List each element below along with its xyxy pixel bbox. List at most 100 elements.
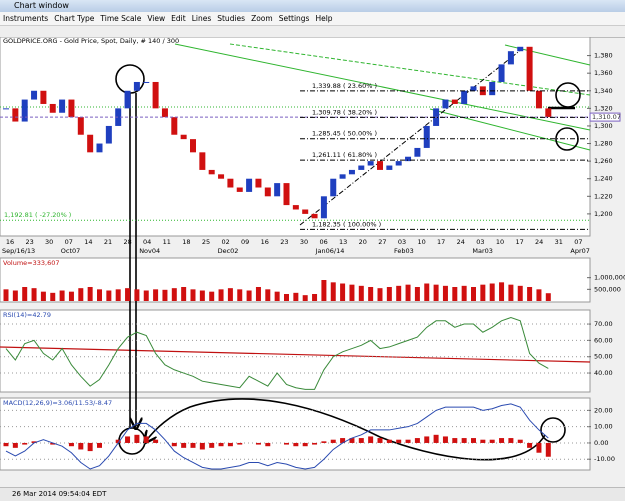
candle [377, 161, 383, 170]
macd-bar [442, 436, 448, 443]
candle [190, 139, 196, 153]
y-tick-label: 70.00 [594, 320, 613, 328]
volume-bar [386, 287, 392, 301]
menu-item[interactable]: Lines [191, 14, 212, 23]
candle [414, 147, 421, 157]
macd-bar [330, 439, 336, 443]
candle [264, 187, 271, 197]
volume-bar [452, 287, 458, 301]
menu-bar: Instruments Chart Type Time Scale View Edit L… [0, 12, 625, 26]
macd-bar [433, 434, 439, 443]
volume-bar [199, 290, 205, 301]
candle [161, 108, 168, 118]
menu-item[interactable]: Zoom [251, 14, 273, 23]
macd-bar [424, 436, 430, 443]
x-tick-label: 21 [104, 238, 112, 246]
y-tick-label: 1,260 [594, 157, 613, 165]
candle [77, 117, 84, 135]
macd-bar [284, 442, 289, 445]
panel-title: Volume=333,607 [3, 259, 60, 267]
macd-bar [414, 438, 420, 443]
candle [208, 169, 215, 175]
x-tick-label: 03 [398, 238, 406, 246]
volume-bar [181, 287, 187, 301]
candle [171, 117, 178, 135]
window-title: Chart window [0, 0, 625, 12]
macd-bar [50, 442, 56, 445]
y-tick-label: 1,280 [594, 140, 613, 148]
candle [451, 99, 458, 104]
last-price-label: 1,310.07 [592, 113, 621, 121]
macd-bar [508, 438, 514, 443]
fib-label: 1,285.45 ( 50.00% ) [312, 130, 377, 138]
fib-label: 1,182.35 ( 100.00% ) [312, 220, 381, 228]
x-tick-label: 14 [84, 238, 92, 246]
macd-bar [265, 442, 271, 447]
candle [40, 90, 47, 104]
macd-bar [97, 442, 102, 448]
volume-bar [40, 291, 46, 301]
x-tick-label: 30 [45, 238, 53, 246]
y-tick-label: 1,200 [594, 210, 613, 218]
macd-bar [22, 442, 28, 445]
volume-bar [171, 288, 177, 301]
volume-bar [153, 289, 159, 301]
menu-item[interactable]: Studies [217, 14, 246, 23]
x-tick-label: 27 [378, 238, 386, 246]
month-label: Jan06/14 [315, 247, 345, 255]
fib-label: 1,261.11 ( 61.80% ) [312, 151, 377, 159]
macd-bar [499, 438, 505, 443]
menu-item[interactable]: View [147, 14, 166, 23]
volume-bar [218, 289, 224, 301]
x-tick-label: 17 [437, 238, 445, 246]
candle [470, 86, 477, 91]
volume-bar [293, 292, 299, 301]
candle [246, 178, 253, 192]
volume-bar [508, 284, 514, 301]
volume-bar [190, 289, 196, 301]
candle [133, 81, 140, 91]
macd-bar [321, 441, 327, 443]
candle [152, 81, 159, 109]
y-tick-label: 1,360 [594, 69, 613, 77]
menu-item[interactable]: Edit [171, 14, 186, 23]
macd-bar [3, 442, 9, 447]
menu-item[interactable]: Help [315, 14, 333, 23]
volume-bar [545, 293, 551, 301]
y-tick-label: 1,320 [594, 104, 613, 112]
macd-bar [349, 438, 355, 443]
macd-bar [115, 439, 121, 443]
candle [274, 183, 281, 197]
candle [461, 90, 468, 104]
volume-bar [209, 291, 215, 301]
candle [405, 156, 412, 162]
volume-bar [433, 284, 439, 301]
candle [348, 169, 355, 175]
last-price-box [589, 112, 621, 122]
x-tick-label: 23 [280, 238, 288, 246]
volume-bar [424, 283, 430, 301]
macd-bar [31, 441, 37, 443]
volume-bar [302, 295, 308, 301]
price-panel [0, 37, 591, 237]
macd-bar [237, 442, 243, 445]
volume-bar [3, 289, 9, 301]
volume-bar [227, 288, 233, 301]
candle [442, 99, 449, 109]
menu-item[interactable]: Instruments [3, 14, 49, 23]
fib-label: 1,339.88 ( 23.60% ) [312, 82, 377, 90]
menu-item[interactable]: Settings [278, 14, 310, 23]
volume-bar [255, 287, 261, 301]
macd-bar [190, 442, 196, 448]
volume-bar [246, 290, 252, 301]
y-tick-label: 50.00 [594, 353, 613, 361]
volume-bar [471, 287, 476, 301]
macd-bar [255, 442, 261, 445]
menu-item[interactable]: Time Scale [100, 14, 142, 23]
menu-item[interactable]: Chart Type [54, 14, 95, 23]
candle [59, 99, 66, 113]
macd-bar [527, 442, 533, 448]
y-tick-label: 10.00 [594, 423, 613, 431]
panel-title: MACD(12,26,9)=3.06/11.53/-8.47 [3, 399, 112, 407]
